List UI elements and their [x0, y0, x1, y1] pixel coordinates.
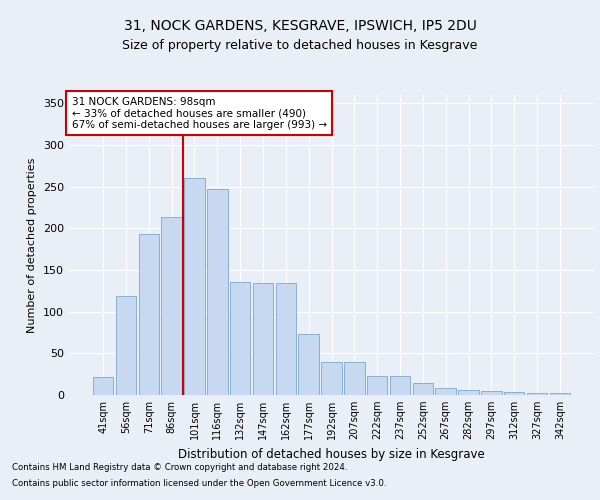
Text: Size of property relative to detached houses in Kesgrave: Size of property relative to detached ho… [122, 40, 478, 52]
Bar [161, 216, 182, 395]
Y-axis label: Number of detached properties: Number of detached properties [28, 158, 37, 332]
Bar [436, 388, 456, 395]
Bar [413, 384, 433, 395]
Bar [458, 390, 479, 395]
Text: Contains public sector information licensed under the Open Government Licence v3: Contains public sector information licen… [12, 478, 386, 488]
Bar [93, 376, 113, 395]
Bar [139, 234, 159, 395]
X-axis label: Distribution of detached houses by size in Kesgrave: Distribution of detached houses by size … [178, 448, 485, 460]
Bar [230, 282, 250, 395]
Bar [344, 362, 365, 395]
Text: Contains HM Land Registry data © Crown copyright and database right 2024.: Contains HM Land Registry data © Crown c… [12, 464, 347, 472]
Bar [298, 334, 319, 395]
Bar [481, 391, 502, 395]
Text: 31 NOCK GARDENS: 98sqm
← 33% of detached houses are smaller (490)
67% of semi-de: 31 NOCK GARDENS: 98sqm ← 33% of detached… [71, 96, 327, 130]
Bar [116, 296, 136, 395]
Bar [504, 392, 524, 395]
Bar [367, 376, 388, 395]
Bar [321, 362, 342, 395]
Bar [550, 394, 570, 395]
Bar [184, 178, 205, 395]
Bar [253, 282, 273, 395]
Text: 31, NOCK GARDENS, KESGRAVE, IPSWICH, IP5 2DU: 31, NOCK GARDENS, KESGRAVE, IPSWICH, IP5… [124, 18, 476, 32]
Bar [527, 394, 547, 395]
Bar [207, 189, 227, 395]
Bar [275, 282, 296, 395]
Bar [390, 376, 410, 395]
